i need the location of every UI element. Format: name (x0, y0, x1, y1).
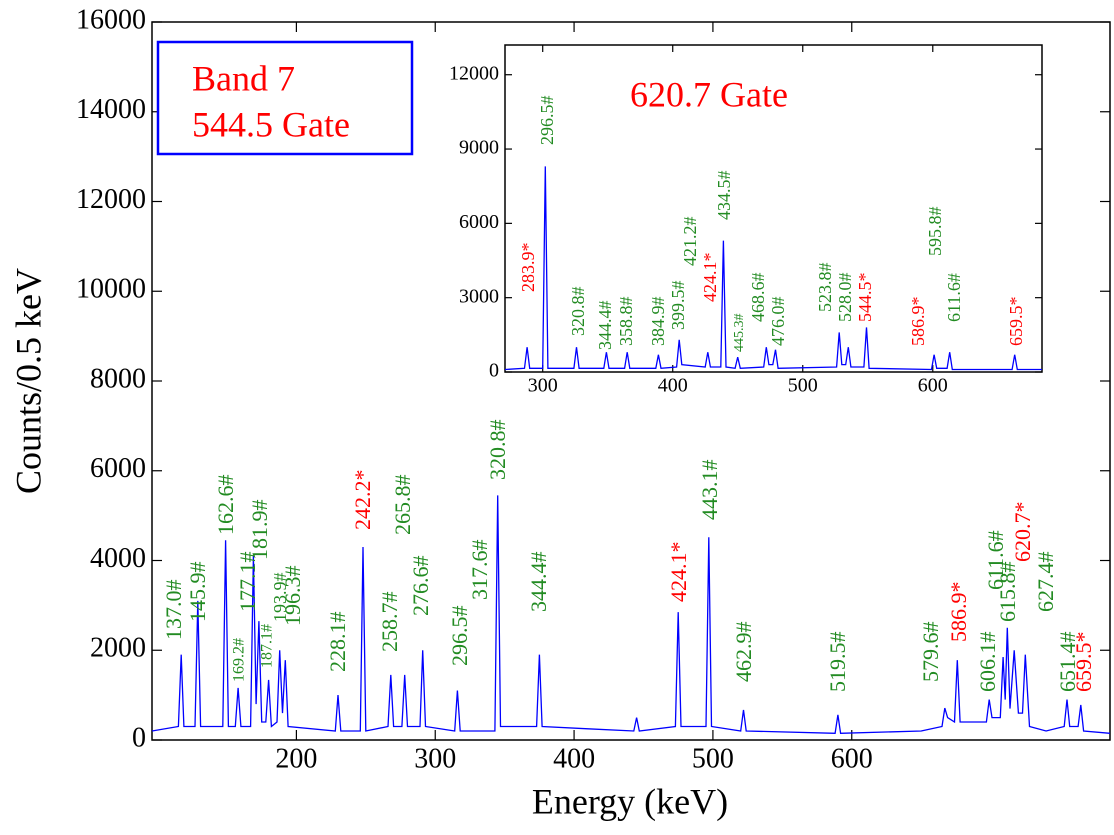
x-tick-label: 600 (831, 743, 873, 774)
y-tick-label: 14000 (76, 94, 146, 125)
x-tick-label: 500 (692, 743, 734, 774)
peak-label: 611.6# (944, 273, 964, 322)
y-tick-label: 0 (132, 722, 146, 753)
peak-label: 595.8# (925, 207, 945, 257)
peak-label: 544.5* (855, 273, 875, 323)
y-tick-label: 8000 (90, 363, 146, 394)
peak-label: 228.1# (325, 612, 350, 673)
y-tick-label: 6000 (459, 211, 499, 233)
peak-label: 193.9# (270, 573, 290, 623)
peak-label: 519.5# (825, 632, 850, 693)
y-axis-label: Counts/0.5 keV (8, 268, 48, 494)
x-axis-label: Energy (keV) (532, 781, 728, 821)
peak-label: 462.9# (731, 622, 756, 683)
spectrum-line (151, 495, 1111, 734)
peak-label: 476.0# (768, 297, 788, 347)
spectrum-line (504, 166, 1042, 371)
y-tick-label: 2000 (90, 633, 146, 664)
y-tick-label: 12000 (76, 184, 146, 215)
y-tick-label: 6000 (90, 453, 146, 484)
peak-label: 276.6# (408, 556, 433, 617)
peak-label: 620.7* (1010, 502, 1035, 563)
peak-label: 187.1# (259, 624, 276, 668)
y-tick-label: 10000 (76, 274, 146, 305)
peak-label: 169.2# (231, 638, 248, 682)
peak-label: 296.5# (447, 606, 472, 667)
peak-label: 615.8# (995, 562, 1020, 623)
peak-label: 424.1* (666, 542, 691, 603)
peak-label: 434.5# (714, 171, 734, 221)
peak-label: 586.9* (908, 297, 928, 347)
peak-label: 145.9# (185, 562, 210, 623)
peak-label: 528.0# (835, 273, 855, 323)
peak-label: 181.9# (247, 500, 272, 561)
peak-label: 196.3# (280, 566, 305, 627)
peak-label: 320.8# (485, 420, 510, 481)
y-tick-label: 16000 (76, 4, 146, 35)
band-box (156, 40, 414, 156)
y-tick-label: 3000 (459, 285, 499, 307)
peak-label: 344.4# (595, 301, 615, 351)
peak-label: 296.5# (537, 96, 557, 146)
peak-label: 443.1# (697, 460, 722, 521)
peak-label: 611.6# (983, 530, 1008, 590)
x-tick-label: 400 (658, 375, 688, 397)
x-tick-label: 400 (553, 743, 595, 774)
peak-label: 627.4# (1033, 552, 1058, 613)
band-label: 544.5 Gate (192, 104, 350, 144)
peak-label: 137.0# (161, 580, 186, 641)
peak-label: 317.6# (467, 540, 492, 601)
peak-label: 468.6# (748, 273, 768, 323)
band-label: Band 7 (192, 58, 295, 98)
x-tick-label: 300 (414, 743, 456, 774)
peak-label: 358.8# (616, 297, 636, 347)
y-tick-label: 4000 (90, 543, 146, 574)
plot-area (504, 44, 1043, 373)
y-tick-label: 12000 (449, 62, 499, 84)
peak-label: 659.5* (1071, 632, 1096, 693)
peak-label: 445.3# (732, 314, 747, 353)
x-tick-label: 500 (788, 375, 818, 397)
y-tick-label: 0 (489, 360, 499, 382)
x-tick-label: 300 (528, 375, 558, 397)
peak-label: 523.8# (815, 263, 835, 313)
peak-label: 283.9* (518, 243, 538, 293)
peak-label: 606.1# (975, 632, 1000, 693)
peak-label: 344.4# (526, 552, 551, 613)
peak-label: 651.4# (1055, 632, 1080, 693)
peak-label: 579.6# (918, 622, 943, 683)
peak-label: 265.8# (390, 475, 415, 536)
peak-label: 659.5* (1006, 297, 1026, 347)
x-tick-label: 200 (275, 743, 317, 774)
peak-label: 242.2* (350, 470, 375, 531)
peak-label: 384.9# (648, 297, 668, 347)
peak-label: 320.8# (568, 287, 588, 337)
y-tick-label: 9000 (459, 137, 499, 159)
inset-title: 620.7 Gate (630, 74, 788, 114)
peak-label: 421.2# (680, 217, 700, 267)
peak-label: 162.6# (213, 475, 238, 536)
peak-label: 177.1# (235, 552, 260, 613)
x-tick-label: 600 (918, 375, 948, 397)
peak-label: 258.7# (377, 592, 402, 653)
peak-label: 424.1* (700, 253, 720, 303)
peak-label: 586.9* (946, 582, 971, 643)
peak-label: 399.5# (668, 281, 688, 331)
